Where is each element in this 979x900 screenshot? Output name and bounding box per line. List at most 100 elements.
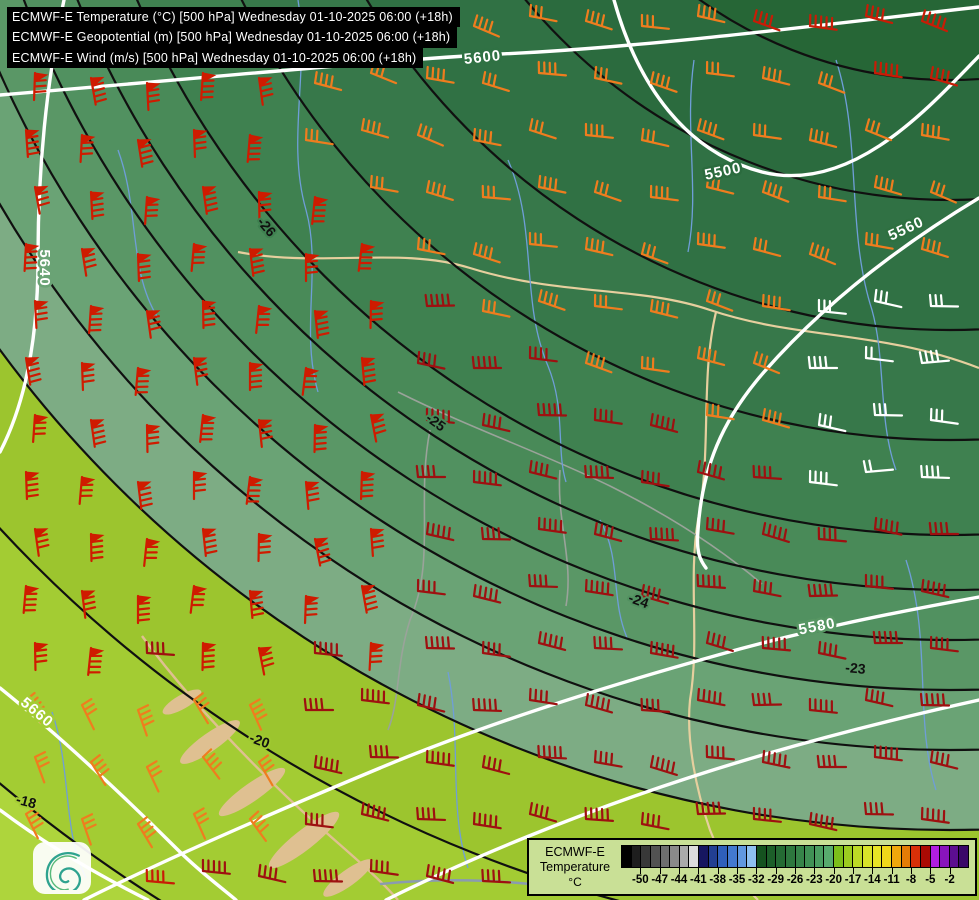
wind-barb-orange [817, 71, 846, 94]
wind-barb-red-flags [145, 81, 161, 112]
wind-barb-red-flags [80, 247, 97, 277]
wind-barb-red-flags [257, 646, 275, 676]
wind-barb-bright-red [920, 9, 949, 33]
wind-barb-white [864, 345, 894, 363]
wind-barb-orange [696, 118, 725, 141]
wind-barb-red-flags [199, 413, 217, 443]
wind-barb-red-flags [192, 128, 208, 159]
legend-color-cell [842, 846, 853, 867]
legend-tick-label: -29 [767, 874, 784, 886]
wind-barb-orange [696, 3, 726, 24]
legend-tick-mark [949, 868, 951, 874]
wind-barb-white [807, 355, 839, 370]
wind-barb-red-flags [201, 299, 217, 330]
wind-barb-pocket [136, 816, 157, 849]
temperature-contour [240, 0, 979, 441]
legend-tick-label: -44 [670, 874, 688, 886]
wind-barb-red-flags [22, 584, 40, 614]
wind-barb-red-flags [134, 366, 152, 396]
legend-tick-mark [756, 868, 758, 874]
wind-barb-dark-red [752, 578, 782, 598]
wind-barb-dark-red [649, 755, 678, 776]
wind-barb-pocket [80, 697, 98, 731]
wind-barb-red-flags [32, 413, 49, 444]
temperature-contour [22, 0, 979, 641]
wind-barb-dark-red [929, 749, 959, 770]
wind-barb-orange [472, 127, 502, 147]
wind-barb-red-flags [33, 527, 50, 557]
wind-barb-pocket [248, 810, 269, 842]
geopotential-label: 5640 [36, 249, 53, 286]
wind-barb-orange [864, 118, 893, 142]
wind-barb-orange [649, 184, 679, 202]
temperature-label: -23 [845, 659, 867, 677]
wind-barb-dark-red [761, 522, 790, 543]
wind-barb-red-flags [23, 242, 40, 273]
wind-barb-red-flags [360, 356, 377, 386]
wind-barb-red-flags [301, 366, 320, 396]
wind-barb-orange [808, 242, 837, 266]
wind-barb-dark-red [424, 635, 456, 650]
wind-barb-red-flags [89, 76, 107, 106]
wind-barb-dark-red [593, 521, 623, 543]
island [323, 859, 373, 897]
legend-tick-mark [930, 868, 932, 874]
wind-barb-dark-red [751, 692, 783, 707]
legend-tick-mark [872, 868, 874, 874]
wind-barb-red-flags [136, 480, 153, 510]
wind-barb-orange [472, 242, 501, 264]
wind-barb-red-flags [369, 413, 387, 443]
wind-barb-orange [817, 184, 847, 203]
legend-tick-mark [737, 868, 738, 874]
wind-barb-dark-red [584, 806, 615, 822]
wind-barb-orange [593, 293, 623, 311]
geopotential-contour-unlabeled [384, 698, 979, 900]
wind-barb-pocket [136, 704, 155, 737]
legend-tick-label: -26 [786, 874, 804, 886]
wind-barb-dark-red [369, 858, 399, 876]
wind-barb-orange [705, 402, 735, 421]
wind-barb-red-flags [257, 76, 274, 106]
wind-barb-dark-red [425, 863, 455, 885]
wind-barb-bright-red [752, 9, 781, 32]
wind-barb-red-flags [248, 247, 265, 277]
wind-barb-red-flags [201, 641, 217, 672]
wind-barb-red-flags [257, 418, 273, 448]
wind-barb-dark-red [863, 801, 895, 816]
wind-barb-red-flags [246, 133, 264, 163]
wind-barb-dark-red [584, 692, 614, 714]
wind-barb-pocket [201, 748, 223, 780]
wind-barb-red-flags [303, 594, 320, 625]
wind-barb-orange [920, 122, 950, 141]
legend-tick-label: -20 [825, 874, 842, 886]
legend-tick-label: -11 [883, 874, 900, 886]
legend-tick-label: -23 [806, 874, 823, 886]
wind-barb-dark-red [415, 464, 447, 479]
wind-barb-orange [584, 9, 613, 31]
legend-tick-mark [698, 868, 700, 874]
wind-barb-white [872, 402, 904, 417]
major-river [379, 879, 531, 886]
title-temperature: ECMWF-E Temperature (°C) [500 hPa] Wedne… [7, 7, 460, 28]
wind-barb-dark-red [257, 863, 287, 884]
wind-barb-red-flags [192, 470, 208, 501]
wind-barb-orange [481, 71, 510, 92]
wind-barb-dark-red [929, 635, 959, 653]
wind-barb-orange [416, 123, 444, 147]
wind-barb-red-flags [255, 304, 273, 334]
wind-barb-orange [752, 122, 782, 140]
legend-color-cell [640, 846, 650, 867]
wind-barb-red-flags [311, 195, 329, 225]
legend-tick-label: -14 [864, 874, 881, 886]
wind-barb-dark-red [425, 521, 455, 542]
wind-barb-bright-red [145, 868, 175, 885]
geopotential-contour-5500 [612, 0, 979, 178]
wind-barb-red-flags [24, 470, 40, 501]
temperature-legend: ECMWF-E Temperature °C -50 -47 -44 -41 -38 -3… [527, 838, 977, 896]
wind-barb-dark-red [360, 801, 390, 822]
wind-barb-red-flags [144, 195, 161, 226]
wind-barb-orange [528, 231, 558, 248]
geopotential-contour-5660 [0, 686, 238, 900]
admin-border [387, 429, 431, 731]
